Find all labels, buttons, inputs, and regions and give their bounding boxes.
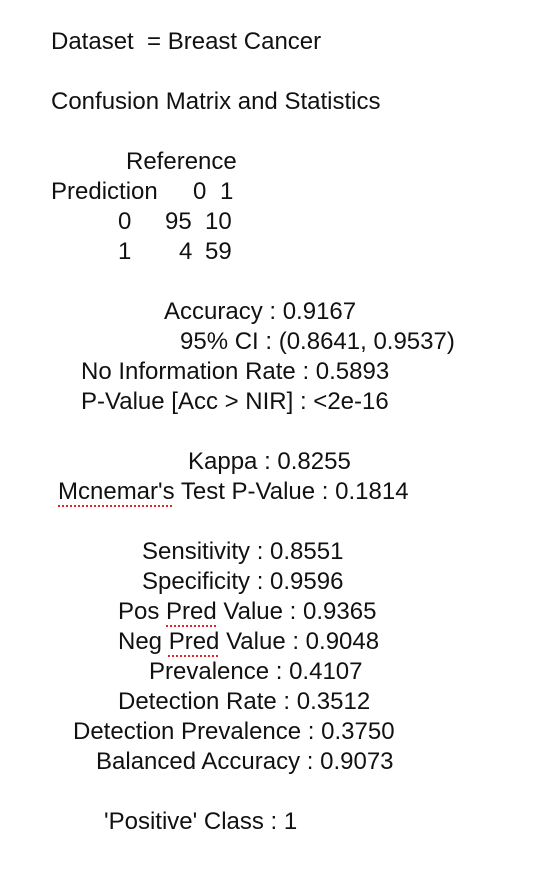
ci-line: 95% CI : (0.8641, 0.9537): [180, 328, 455, 355]
spellcheck-pred-pos: Pred: [166, 598, 217, 625]
npv-line: Neg Pred Value : 0.9048: [118, 628, 380, 655]
nir-line: No Information Rate : 0.5893: [81, 358, 390, 385]
cell-1-0: 4: [179, 238, 193, 265]
col-header-0: 0: [193, 178, 207, 205]
cell-0-0: 95: [165, 208, 192, 235]
col-header-1: 1: [220, 178, 234, 205]
dataset-line: Dataset = Breast Cancer: [51, 28, 322, 55]
prediction-label: Prediction: [51, 178, 158, 205]
spellcheck-pred-neg: Pred: [168, 628, 220, 655]
cell-0-1: 10: [205, 208, 232, 235]
mcnemar-line: Mcnemar's Test P-Value : 0.1814: [58, 478, 409, 505]
accuracy-line: Accuracy : 0.9167: [164, 298, 357, 325]
cell-1-1: 59: [205, 238, 232, 265]
balanced-accuracy-line: Balanced Accuracy : 0.9073: [96, 748, 394, 775]
row-label-0: 0: [118, 208, 132, 235]
detection-prevalence-line: Detection Prevalence : 0.3750: [73, 718, 395, 745]
detection-rate-line: Detection Rate : 0.3512: [118, 688, 371, 715]
spellcheck-mcnemar: Mcnemar's: [58, 478, 175, 505]
heading: Confusion Matrix and Statistics: [51, 88, 381, 115]
row-label-1: 1: [118, 238, 132, 265]
kappa-line: Kappa : 0.8255: [188, 448, 351, 475]
sensitivity-line: Sensitivity : 0.8551: [142, 538, 344, 565]
pvalue-line: P-Value [Acc > NIR] : <2e-16: [81, 388, 389, 415]
prevalence-line: Prevalence : 0.4107: [149, 658, 363, 685]
reference-label: Reference: [126, 148, 237, 175]
specificity-line: Specificity : 0.9596: [142, 568, 344, 595]
positive-class-line: 'Positive' Class : 1: [104, 808, 298, 835]
ppv-line: Pos Pred Value : 0.9365: [118, 598, 377, 625]
